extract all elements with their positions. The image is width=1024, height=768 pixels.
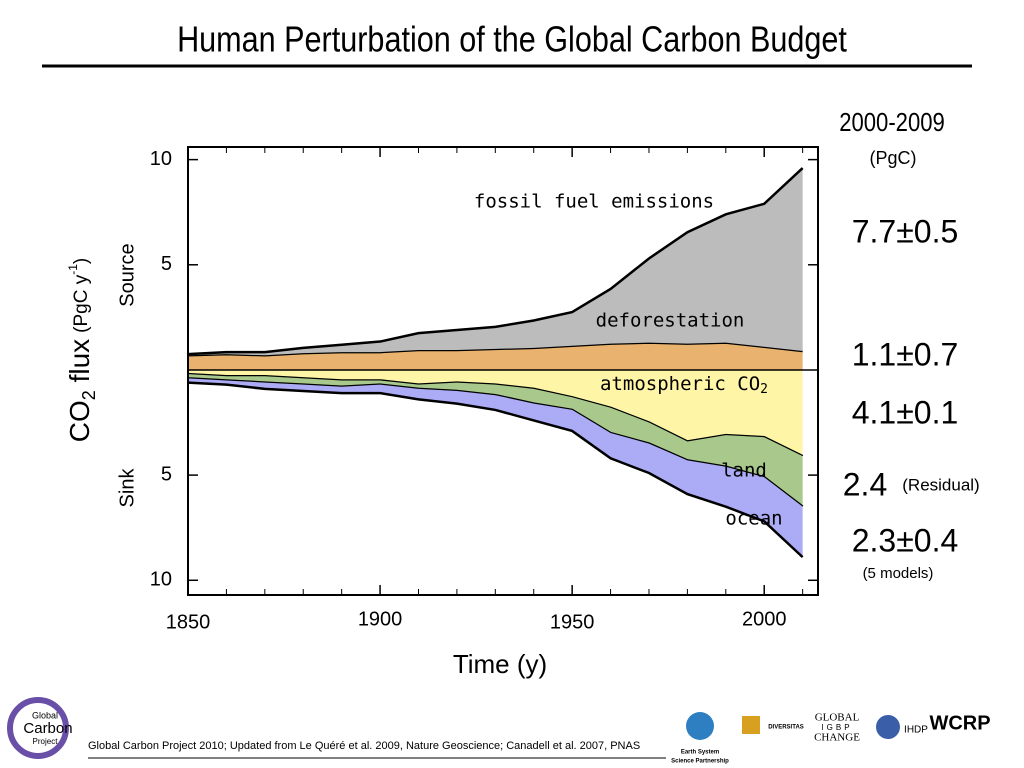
- y-tick-label: 10: [150, 569, 172, 591]
- x-tick-label: 2000: [742, 608, 787, 630]
- partner-text: WCRP: [929, 712, 990, 734]
- annotation-part: atmospheric CO: [600, 373, 760, 395]
- annotation: atmospheric CO2: [600, 373, 768, 397]
- area-fill: [188, 369, 803, 457]
- plot: 10 5 5 10 1850 1900 1950 2000: [150, 146, 819, 633]
- logo-ring: [7, 697, 69, 759]
- partner-text: GLOBAL: [815, 712, 860, 724]
- annotation-sub: 2: [760, 382, 768, 397]
- area-edge: [187, 167, 804, 356]
- y-label-sub: 2: [79, 390, 99, 400]
- partner-text: Science Partnership: [671, 759, 729, 765]
- residual-note: (Residual): [902, 475, 979, 494]
- plot-frame: [187, 146, 819, 596]
- citation: Global Carbon Project 2010; Updated from…: [88, 740, 640, 752]
- x-tick-label: 1850: [166, 611, 211, 633]
- area-fill: [188, 374, 803, 507]
- y-label-unit: (PgC y: [71, 274, 92, 333]
- y-tick-label: 10: [150, 148, 172, 170]
- area-edge: [187, 381, 804, 559]
- area-fill: [188, 168, 803, 356]
- y-label-part: flux: [64, 339, 95, 390]
- x-tick-label: 1950: [550, 611, 595, 633]
- y-label-sup: -1: [66, 264, 80, 275]
- logo-text: Carbon: [23, 720, 72, 737]
- partner-logo: [686, 712, 714, 740]
- budget-value: 4.1±0.1: [852, 394, 959, 430]
- partner-text: IHDP: [904, 725, 928, 736]
- y-label-part: CO: [64, 400, 95, 442]
- source-label: Source: [116, 243, 138, 306]
- x-tick-label: 1900: [358, 608, 403, 630]
- area-fill: [188, 342, 803, 370]
- partner-text: IGBP: [821, 723, 852, 732]
- budget-header: 2000-2009: [839, 108, 945, 137]
- partner-logo: [742, 716, 760, 734]
- logo-text: Global: [32, 710, 58, 720]
- y-tick-label: 5: [161, 463, 172, 485]
- y-axis-label: CO2 flux (PgC y-1): [64, 258, 98, 442]
- annotation: deforestation: [596, 310, 745, 332]
- annotation: land: [721, 460, 767, 482]
- budget-unit: (PgC): [869, 148, 916, 168]
- partner-text: CHANGE: [814, 732, 860, 744]
- logo-text: Project: [33, 737, 59, 746]
- budget-value: 2.3±0.4: [852, 522, 959, 558]
- partner-text: Earth System: [681, 750, 719, 756]
- budget-value: 7.7±0.5: [852, 213, 959, 249]
- partner-text: DIVERSITAS: [768, 725, 804, 731]
- partner-logo: [876, 715, 900, 739]
- chart-title: Human Perturbation of the Global Carbon …: [177, 20, 848, 60]
- x-axis-label: Time (y): [453, 649, 547, 679]
- models-note: (5 models): [863, 565, 934, 582]
- budget-value: 1.1±0.7: [852, 336, 959, 372]
- annotation: ocean: [725, 508, 782, 530]
- budget-value: 2.4: [843, 466, 887, 502]
- area-fill: [188, 378, 803, 558]
- annotation: fossil fuel emissions: [474, 191, 714, 213]
- y-tick-label: 5: [161, 253, 172, 275]
- sink-label: Sink: [116, 468, 138, 508]
- y-label-unit: ): [71, 258, 92, 264]
